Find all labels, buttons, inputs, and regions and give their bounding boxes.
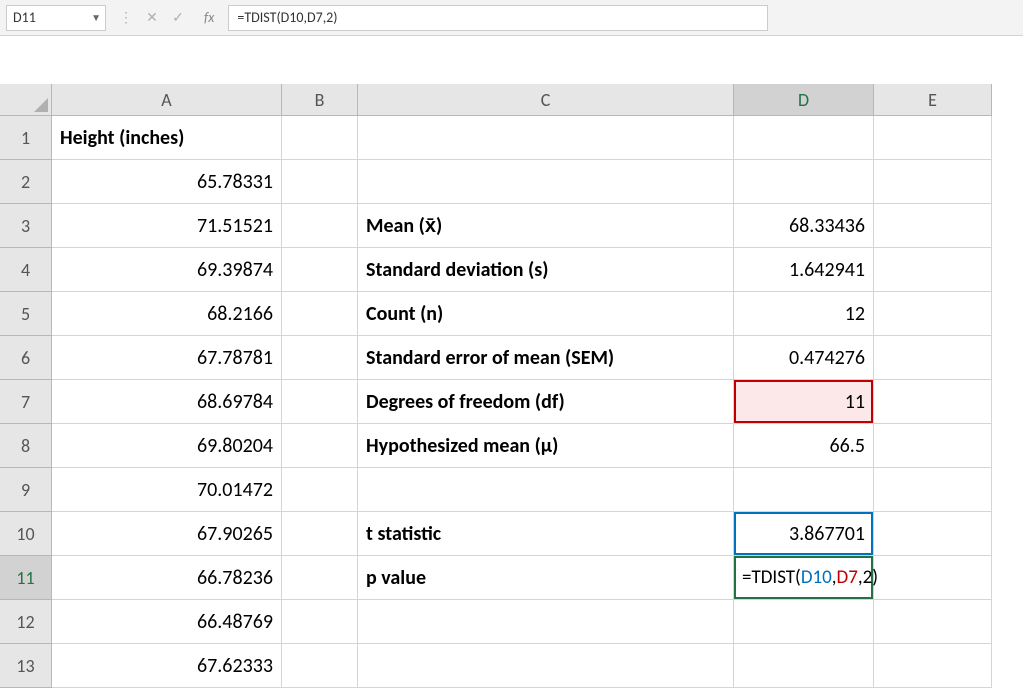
cell-A12[interactable]: 66.48769 [52, 600, 282, 644]
cell-A3[interactable]: 71.51521 [52, 204, 282, 248]
row-header-10[interactable]: 10 [0, 512, 52, 556]
cell-E2[interactable] [874, 160, 992, 204]
cell-E12[interactable] [874, 600, 992, 644]
enter-icon[interactable]: ✓ [166, 9, 190, 26]
cell-E4[interactable] [874, 248, 992, 292]
cell-A1[interactable]: Height (inches) [52, 116, 282, 160]
cell-D10[interactable]: 3.867701 [734, 512, 874, 556]
cell-E11[interactable] [874, 556, 992, 600]
row-header-3[interactable]: 3 [0, 204, 52, 248]
cell-D7[interactable]: 11 [734, 380, 874, 424]
cell-B11[interactable] [282, 556, 358, 600]
cell-A13[interactable]: 67.62333 [52, 644, 282, 688]
cell-A5[interactable]: 68.2166 [52, 292, 282, 336]
cell-D12[interactable] [734, 600, 874, 644]
column-header-B[interactable]: B [282, 84, 358, 116]
column-header-A[interactable]: A [52, 84, 282, 116]
cell-A7[interactable]: 68.69784 [52, 380, 282, 424]
row-header-13[interactable]: 13 [0, 644, 52, 688]
cancel-icon[interactable]: ✕ [140, 9, 164, 26]
cell-C12[interactable] [358, 600, 734, 644]
cell-D9[interactable] [734, 468, 874, 512]
cell-A8[interactable]: 69.80204 [52, 424, 282, 468]
formula-controls: ⋮ ✕ ✓ [114, 9, 190, 26]
row-header-6[interactable]: 6 [0, 336, 52, 380]
cell-B2[interactable] [282, 160, 358, 204]
cell-D13[interactable] [734, 644, 874, 688]
cell-A9[interactable]: 70.01472 [52, 468, 282, 512]
cell-C3[interactable]: Mean (x̄) [358, 204, 734, 248]
cell-A11[interactable]: 66.78236 [52, 556, 282, 600]
cell-D8[interactable]: 66.5 [734, 424, 874, 468]
cell-B10[interactable] [282, 512, 358, 556]
cell-E6[interactable] [874, 336, 992, 380]
cell-A2[interactable]: 65.78331 [52, 160, 282, 204]
cell-D5[interactable]: 12 [734, 292, 874, 336]
name-box-dropdown-icon[interactable]: ▼ [91, 11, 101, 24]
row-header-11[interactable]: 11 [0, 556, 52, 600]
cell-D4[interactable]: 1.642941 [734, 248, 874, 292]
cell-B8[interactable] [282, 424, 358, 468]
cell-B3[interactable] [282, 204, 358, 248]
cell-C2[interactable] [358, 160, 734, 204]
row-header-7[interactable]: 7 [0, 380, 52, 424]
cell-A4[interactable]: 69.39874 [52, 248, 282, 292]
cell-B6[interactable] [282, 336, 358, 380]
cell-E13[interactable] [874, 644, 992, 688]
formula-bar: D11 ▼ ⋮ ✕ ✓ fx =TDIST(D10,D7,2) [0, 0, 1023, 36]
cell-B9[interactable] [282, 468, 358, 512]
cell-E3[interactable] [874, 204, 992, 248]
spacer [0, 36, 1023, 84]
column-header-E[interactable]: E [874, 84, 992, 116]
cell-C6[interactable]: Standard error of mean (SEM) [358, 336, 734, 380]
cell-D11[interactable]: =TDIST(D10,D7,2) [734, 556, 874, 600]
spreadsheet-grid[interactable]: ABCDE 1Height (inches)265.78331371.51521 M… [0, 84, 1023, 688]
formula-input-text: =TDIST(D10,D7,2) [237, 9, 337, 26]
row-header-12[interactable]: 12 [0, 600, 52, 644]
cell-B12[interactable] [282, 600, 358, 644]
column-header-D[interactable]: D [734, 84, 874, 116]
cell-C10[interactable]: t statistic [358, 512, 734, 556]
cell-C4[interactable]: Standard deviation (s) [358, 248, 734, 292]
cell-B13[interactable] [282, 644, 358, 688]
cell-C9[interactable] [358, 468, 734, 512]
name-box-value: D11 [13, 9, 36, 26]
name-box[interactable]: D11 ▼ [6, 5, 106, 31]
cell-C13[interactable] [358, 644, 734, 688]
cell-C11[interactable]: p value [358, 556, 734, 600]
cell-A6[interactable]: 67.78781 [52, 336, 282, 380]
select-all-corner[interactable] [0, 84, 52, 116]
row-header-1[interactable]: 1 [0, 116, 52, 160]
row-header-9[interactable]: 9 [0, 468, 52, 512]
row-header-5[interactable]: 5 [0, 292, 52, 336]
cell-C1[interactable] [358, 116, 734, 160]
cell-D1[interactable] [734, 116, 874, 160]
cell-E10[interactable] [874, 512, 992, 556]
cell-E1[interactable] [874, 116, 992, 160]
cell-D2[interactable] [734, 160, 874, 204]
row-header-8[interactable]: 8 [0, 424, 52, 468]
fx-icon[interactable]: fx [198, 9, 220, 26]
cell-D6[interactable]: 0.474276 [734, 336, 874, 380]
cell-A10[interactable]: 67.90265 [52, 512, 282, 556]
row-header-2[interactable]: 2 [0, 160, 52, 204]
cell-C7[interactable]: Degrees of freedom (df) [358, 380, 734, 424]
formula-input[interactable]: =TDIST(D10,D7,2) [228, 5, 768, 31]
cell-E7[interactable] [874, 380, 992, 424]
cell-B7[interactable] [282, 380, 358, 424]
cell-E8[interactable] [874, 424, 992, 468]
column-header-C[interactable]: C [358, 84, 734, 116]
vertical-dots-icon: ⋮ [114, 9, 138, 26]
cell-D3[interactable]: 68.33436 [734, 204, 874, 248]
cell-B4[interactable] [282, 248, 358, 292]
cell-E5[interactable] [874, 292, 992, 336]
cell-B5[interactable] [282, 292, 358, 336]
cell-B1[interactable] [282, 116, 358, 160]
cell-C8[interactable]: Hypothesized mean (μ) [358, 424, 734, 468]
cell-C5[interactable]: Count (n) [358, 292, 734, 336]
cell-E9[interactable] [874, 468, 992, 512]
row-header-4[interactable]: 4 [0, 248, 52, 292]
formula-editing-text: =TDIST(D10,D7,2) [742, 566, 878, 589]
